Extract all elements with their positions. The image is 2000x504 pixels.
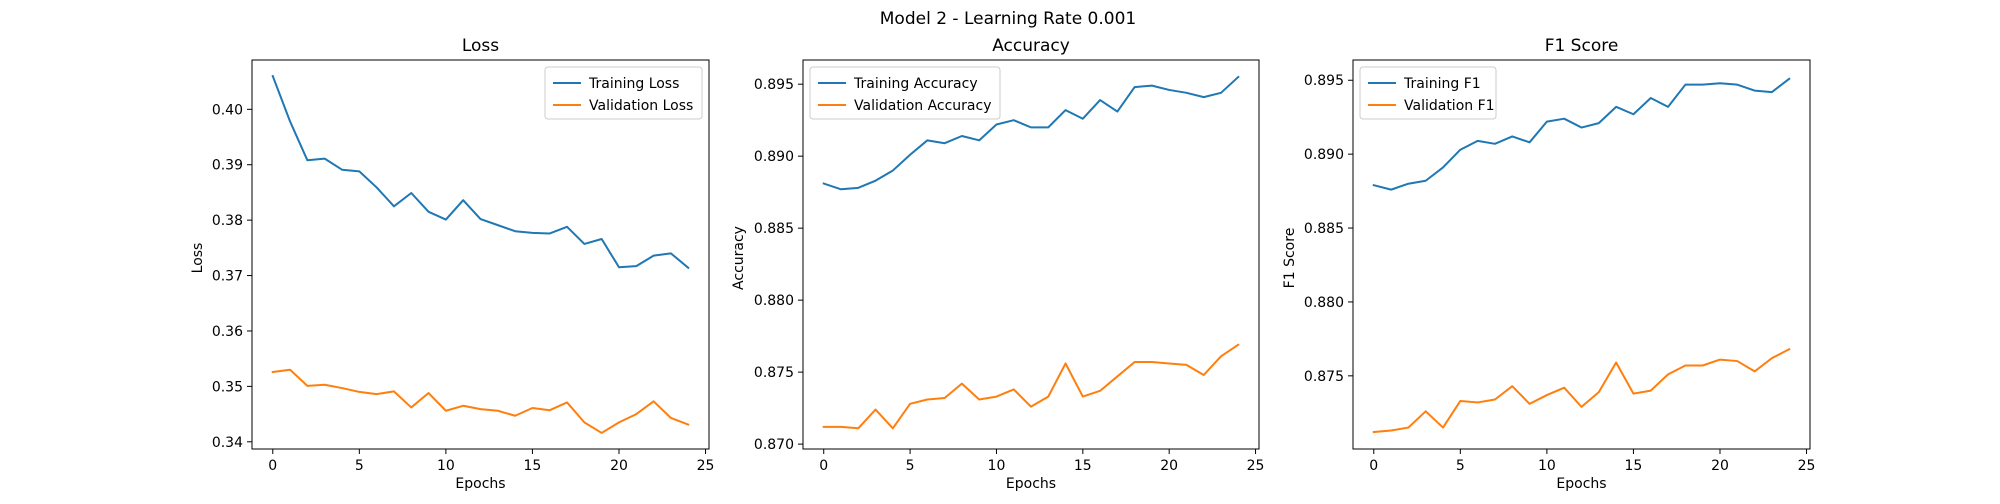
accuracy-y-tick-label: 0.870 bbox=[754, 437, 794, 453]
accuracy-y-tick-label: 0.895 bbox=[754, 77, 794, 93]
accuracy-y-axis-label: Accuracy bbox=[731, 226, 747, 290]
accuracy-legend-label-training-accuracy: Training Accuracy bbox=[853, 76, 978, 92]
f1-x-tick-label: 20 bbox=[1711, 458, 1729, 474]
accuracy-series-validation-accuracy bbox=[822, 343, 1240, 430]
f1-x-tick-label: 10 bbox=[1538, 458, 1556, 474]
accuracy-y-tick-label: 0.875 bbox=[754, 365, 794, 381]
accuracy-y-tick-label: 0.885 bbox=[754, 221, 794, 237]
accuracy-series-training-accuracy bbox=[822, 75, 1240, 191]
loss-series-training-loss bbox=[271, 74, 690, 270]
f1-y-tick-label: 0.890 bbox=[1304, 147, 1344, 163]
loss-axes-frame bbox=[251, 59, 710, 450]
loss-y-tick-label: 0.35 bbox=[212, 379, 243, 395]
f1-legend-label-validation-f1: Validation F1 bbox=[1404, 98, 1495, 114]
loss-x-tick-label: 20 bbox=[610, 458, 628, 474]
loss-y-tick-label: 0.34 bbox=[212, 435, 243, 451]
f1-panel: F1 Score Epochs F1 Score 0 5 10 15 20 25 0.875… bbox=[1282, 36, 1815, 492]
accuracy-x-tick-label: 0 bbox=[819, 458, 828, 474]
figure-suptitle: Model 2 - Learning Rate 0.001 bbox=[880, 9, 1136, 29]
f1-x-tick-label: 25 bbox=[1798, 458, 1816, 474]
loss-x-axis-label: Epochs bbox=[455, 476, 505, 492]
accuracy-panel-title: Accuracy bbox=[992, 36, 1070, 56]
f1-x-axis-label: Epochs bbox=[1556, 476, 1606, 492]
loss-series-validation-loss bbox=[271, 368, 690, 434]
loss-x-tick-label: 0 bbox=[268, 458, 277, 474]
loss-panel: Loss Epochs Loss 0 5 10 15 20 25 0.34 0.35 0.36 0… bbox=[190, 36, 714, 492]
accuracy-y-tick-label: 0.880 bbox=[754, 293, 794, 309]
f1-y-tick-label: 0.880 bbox=[1304, 295, 1344, 311]
f1-x-tick-label: 0 bbox=[1369, 458, 1378, 474]
f1-axes-frame bbox=[1352, 59, 1811, 450]
loss-y-tick-label: 0.38 bbox=[212, 213, 243, 229]
loss-y-tick-label: 0.39 bbox=[212, 158, 243, 174]
accuracy-x-tick-label: 25 bbox=[1247, 458, 1265, 474]
f1-legend-label-training-f1: Training F1 bbox=[1403, 76, 1481, 92]
f1-series-training-f1 bbox=[1372, 77, 1791, 191]
loss-legend: Training Loss Validation Loss bbox=[544, 66, 703, 120]
loss-x-tick-label: 5 bbox=[355, 458, 364, 474]
accuracy-x-tick-label: 5 bbox=[906, 458, 915, 474]
accuracy-legend: Training Accuracy Validation Accuracy bbox=[809, 66, 1001, 120]
loss-x-tick-label: 15 bbox=[524, 458, 542, 474]
loss-y-axis-label: Loss bbox=[190, 243, 206, 274]
accuracy-x-tick-label: 20 bbox=[1160, 458, 1178, 474]
f1-series-validation-f1 bbox=[1372, 347, 1791, 434]
loss-x-tick-label: 25 bbox=[697, 458, 715, 474]
loss-panel-title: Loss bbox=[462, 36, 499, 56]
loss-y-tick-label: 0.37 bbox=[212, 269, 243, 285]
accuracy-legend-label-validation-accuracy: Validation Accuracy bbox=[854, 98, 992, 114]
f1-y-axis-label: F1 Score bbox=[1282, 228, 1298, 289]
f1-legend: Training F1 Validation F1 bbox=[1359, 66, 1497, 120]
loss-y-tick-label: 0.40 bbox=[212, 102, 243, 118]
f1-y-tick-label: 0.875 bbox=[1304, 369, 1344, 385]
accuracy-x-tick-label: 15 bbox=[1074, 458, 1092, 474]
f1-panel-title: F1 Score bbox=[1545, 36, 1619, 56]
loss-legend-label-training-loss: Training Loss bbox=[588, 76, 679, 92]
accuracy-panel: Accuracy Epochs Accuracy 0 5 10 15 20 25 0.870… bbox=[731, 36, 1264, 492]
loss-legend-box bbox=[544, 66, 703, 120]
accuracy-x-axis-label: Epochs bbox=[1006, 476, 1056, 492]
f1-x-tick-label: 5 bbox=[1456, 458, 1465, 474]
f1-x-tick-label: 15 bbox=[1625, 458, 1643, 474]
accuracy-legend-box bbox=[809, 66, 1001, 120]
accuracy-x-tick-label: 10 bbox=[988, 458, 1006, 474]
f1-y-tick-label: 0.895 bbox=[1304, 73, 1344, 89]
accuracy-axes-frame bbox=[802, 59, 1260, 450]
loss-x-tick-label: 10 bbox=[437, 458, 455, 474]
loss-y-tick-label: 0.36 bbox=[212, 324, 243, 340]
f1-y-tick-label: 0.885 bbox=[1304, 221, 1344, 237]
accuracy-y-tick-label: 0.890 bbox=[754, 149, 794, 165]
loss-legend-label-validation-loss: Validation Loss bbox=[589, 98, 693, 114]
